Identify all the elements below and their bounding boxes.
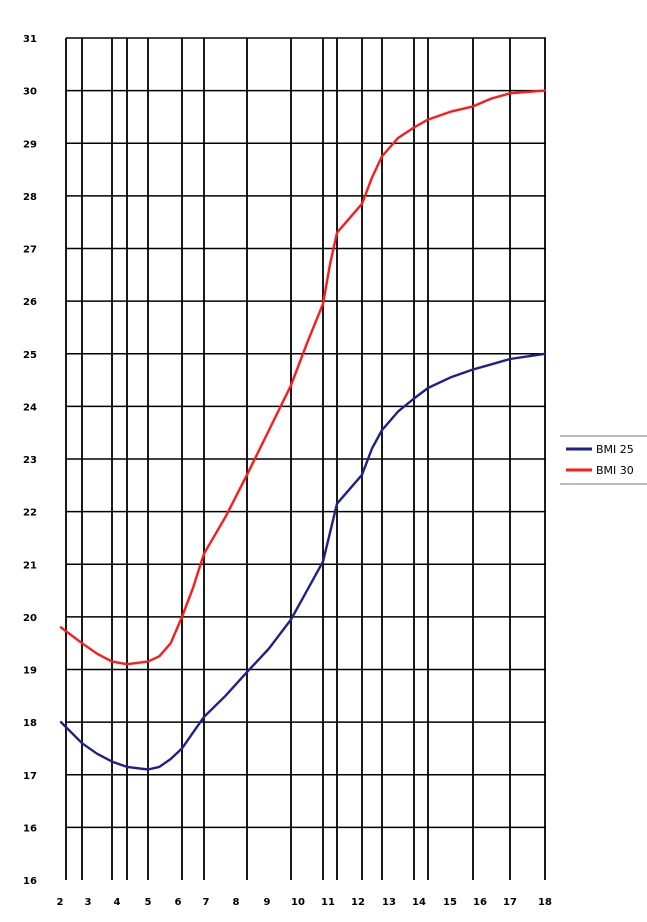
- y-tick-label: 17: [23, 771, 37, 782]
- y-axis-tick-labels: 16 16 17 18 19 20 21 22 23 24 25 26 27 28 29 30 31: [23, 34, 37, 887]
- x-tick-label: 14: [412, 897, 426, 908]
- y-tick-label: 24: [23, 402, 37, 413]
- x-tick-label: 17: [503, 897, 517, 908]
- x-tick-label: 5: [145, 897, 152, 908]
- legend-label-bmi-25: BMI 25: [596, 443, 634, 456]
- x-tick-label: 15: [443, 897, 457, 908]
- y-tick-label: 30: [23, 87, 37, 98]
- y-tick-label: 20: [23, 613, 37, 624]
- y-tick-label: 16: [23, 876, 37, 887]
- series-layer: [59, 89, 547, 771]
- x-tick-label: 11: [321, 897, 335, 908]
- y-tick-label: 28: [23, 192, 37, 203]
- y-tick-label: 19: [23, 666, 37, 677]
- x-tick-label: 9: [264, 897, 271, 908]
- x-tick-label: 10: [291, 897, 305, 908]
- y-tick-label: 26: [23, 297, 37, 308]
- y-tick-label: 23: [23, 455, 37, 466]
- y-tick-label: 16: [23, 823, 37, 834]
- x-tick-label: 18: [538, 897, 552, 908]
- x-tick-label: 3: [85, 897, 92, 908]
- x-axis-tick-labels: 2 3 4 5 6 7 8 9 10 11 12 13 14 15 16 17 18: [57, 897, 552, 908]
- legend: BMI 25 BMI 30: [560, 435, 647, 485]
- legend-label-bmi-30: BMI 30: [596, 464, 634, 477]
- x-tick-label: 6: [175, 897, 182, 908]
- y-tick-label: 29: [23, 139, 37, 150]
- y-tick-label: 18: [23, 718, 37, 729]
- x-tick-label: 13: [382, 897, 396, 908]
- series-line-bmi-25: [59, 352, 547, 771]
- x-tick-label: 12: [351, 897, 365, 908]
- y-tick-label: 31: [23, 34, 37, 45]
- x-tick-label: 4: [114, 897, 121, 908]
- x-tick-label: 8: [233, 897, 240, 908]
- y-tick-label: 27: [23, 245, 37, 256]
- x-tick-label: 7: [203, 897, 210, 908]
- y-tick-label: 25: [23, 350, 37, 361]
- y-tick-label: 22: [23, 508, 37, 519]
- series-line-bmi-30: [59, 89, 547, 666]
- x-tick-label: 2: [57, 897, 64, 908]
- horizontal-gridlines: [66, 37, 546, 829]
- y-tick-label: 21: [23, 560, 37, 571]
- x-tick-label: 16: [473, 897, 487, 908]
